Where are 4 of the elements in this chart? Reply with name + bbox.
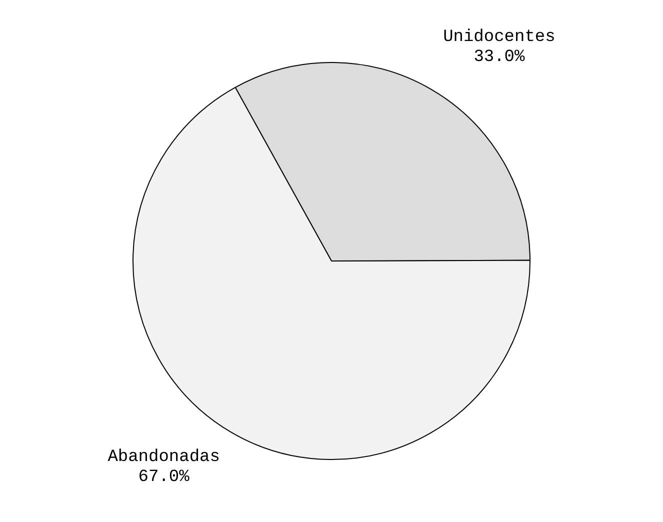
data-label: 67.0% (138, 468, 190, 488)
data-label: 33.0% (474, 48, 526, 67)
slice-label: Unidocentes (443, 28, 556, 47)
slice-label: Abandonadas (108, 448, 220, 468)
